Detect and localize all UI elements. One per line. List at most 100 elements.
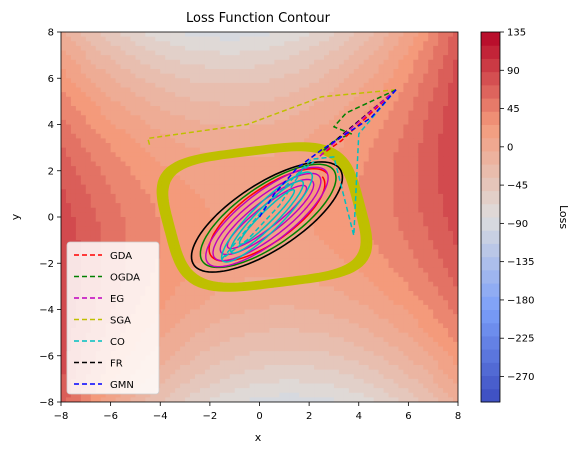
contour-cell [224,323,231,329]
contour-cell [100,78,107,84]
contour-cell [254,198,261,204]
contour-cell [358,314,365,320]
contour-cell [234,230,241,237]
contour-cell [274,36,280,42]
contour-cell [274,304,280,311]
contour-cell [274,295,280,301]
contour-cell [368,143,375,149]
contour-cell [214,203,221,209]
contour-cell [289,365,295,371]
contour-cell [130,45,137,52]
contour-cell [80,69,87,75]
contour-cell [194,337,201,343]
contour-cell [358,351,365,357]
contour-cell [259,383,266,389]
contour-cell [125,212,132,218]
contour-cell [294,314,300,320]
contour-cell [224,226,231,232]
contour-cell [175,332,181,338]
contour-cell [264,133,271,139]
contour-cell [165,392,171,398]
contour-cell [264,365,271,371]
contour-cell [61,156,67,163]
contour-cell [249,175,256,181]
contour-cell [110,175,117,181]
contour-cell [299,73,305,79]
contour-cell [333,230,340,237]
contour-cell [194,170,201,176]
contour-cell [125,96,132,102]
contour-cell [254,166,261,172]
contour-cell [274,180,280,186]
contour-cell [155,152,161,158]
contour-cell [224,314,231,320]
contour-cell [219,45,226,52]
contour-cell [294,240,300,246]
contour-cell [324,129,330,135]
contour-cell [234,392,241,398]
contour-cell [185,212,191,218]
contour-cell [105,87,112,93]
contour-cell [289,110,295,116]
contour-cell [269,166,275,172]
contour-cell [70,230,77,237]
contour-cell [125,166,132,172]
contour-cell [120,397,127,402]
contour-cell [204,304,211,311]
contour-cell [358,101,365,107]
contour-cell [214,189,221,195]
contour-cell [319,138,325,144]
contour-cell [204,212,211,218]
contour-cell [234,189,241,195]
contour-cell [314,96,320,102]
contour-cell [175,318,181,324]
contour-cell [204,129,211,135]
contour-cell [239,360,246,366]
contour-cell [61,207,67,213]
contour-cell [145,55,151,61]
contour-cell [314,170,320,176]
contour-cell [115,129,122,135]
contour-cell [65,50,72,56]
contour-cell [234,50,241,56]
contour-cell [70,96,77,102]
contour-cell [120,78,127,84]
contour-cell [333,249,340,255]
contour-cell [190,254,196,260]
contour-cell [90,50,97,56]
contour-cell [244,346,251,352]
contour-cell [353,388,360,394]
contour-cell [244,383,251,389]
contour-cell [249,87,256,93]
contour-cell [333,244,340,250]
contour-cell [175,180,181,186]
contour-cell [353,304,360,311]
contour-cell [299,175,305,181]
contour-cell [209,87,216,93]
contour-cell [284,365,290,371]
contour-cell [328,110,335,116]
contour-cell [333,221,340,227]
contour-cell [209,323,216,329]
contour-cell [244,351,251,357]
contour-cell [95,397,102,402]
contour-cell [214,304,221,311]
contour-cell [309,397,315,402]
contour-cell [185,119,191,126]
contour-cell [194,166,201,172]
contour-cell [234,36,241,42]
contour-cell [85,184,92,190]
contour-cell [294,41,300,47]
contour-cell [150,106,156,112]
contour-cell [175,129,181,135]
contour-cell [338,337,345,343]
contour-cell [175,87,181,93]
contour-cell [224,78,231,84]
contour-cell [234,258,241,264]
contour-cell [324,36,330,42]
contour-cell [70,147,77,153]
contour-cell [61,189,67,195]
contour-cell [190,73,196,79]
contour-cell [274,115,280,121]
contour-cell [259,96,266,102]
